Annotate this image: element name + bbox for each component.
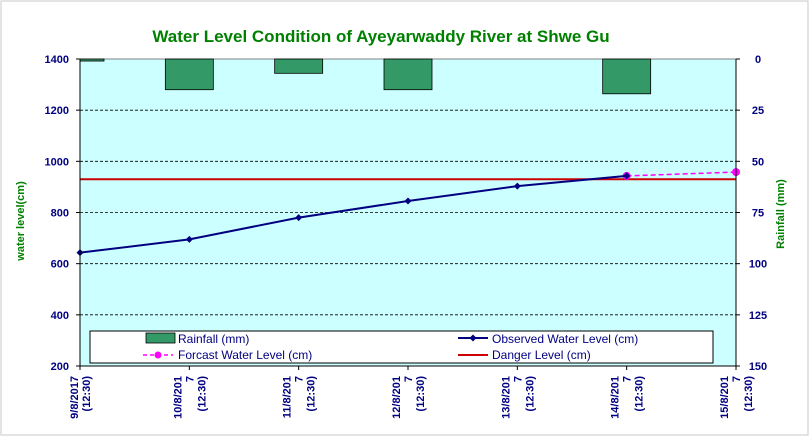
legend-danger-label: Danger Level (cm) xyxy=(492,348,591,362)
axes: 200 400 600 800 1000 1200 1400 0 25 50 75 100 125 150… xyxy=(45,54,768,419)
y2-tick-label: 75 xyxy=(752,208,764,220)
observed-point xyxy=(513,182,521,190)
x-tick-label: 12/8/201 xyxy=(391,376,403,419)
y-tick-label: 400 xyxy=(51,310,69,322)
y2-tick-label: 25 xyxy=(752,105,764,117)
x-tick-label: 7 xyxy=(184,376,196,382)
y-tick-label: 1400 xyxy=(45,54,69,66)
y2-tick-label: 125 xyxy=(749,310,767,322)
x-tick-label: (12:30) xyxy=(634,376,646,412)
observed-point xyxy=(185,235,193,243)
x-tick-label: (12:30) xyxy=(81,376,93,412)
x-tick-label: 10/8/201 xyxy=(172,376,184,419)
y-tick-label: 1200 xyxy=(45,105,69,117)
y-tick-label: 1000 xyxy=(45,156,69,168)
rainfall-bars xyxy=(79,58,652,95)
legend: Rainfall (mm) Observed Water Level (cm) … xyxy=(89,330,714,364)
x-tick-label: (12:30) xyxy=(415,376,427,412)
x-tick-label: 11/8/201 xyxy=(282,376,294,418)
x-tick-label: 14/8/201 xyxy=(610,376,622,419)
x-tick-label: (12:30) xyxy=(524,376,536,412)
y-axis-label: water level(cm) xyxy=(15,181,27,262)
gridlines xyxy=(80,109,736,316)
x-tick-label: 13/8/201 xyxy=(500,376,512,419)
y-tick-label: 600 xyxy=(51,259,69,271)
y2-tick-label: 150 xyxy=(749,361,767,373)
observed-point xyxy=(295,214,303,222)
legend-observed-label: Observed Water Level (cm) xyxy=(492,332,638,346)
x-tick-label: 15/8/201 xyxy=(719,376,731,419)
x-tick-label: 7 xyxy=(403,376,415,382)
legend-observed-marker xyxy=(469,334,477,342)
chart-title: Water Level Condition of Ayeyarwaddy Riv… xyxy=(152,27,609,46)
observed-line xyxy=(79,174,627,254)
x-tick-label: 7 xyxy=(512,376,524,382)
y-tick-label: 200 xyxy=(51,361,69,373)
y2-tick-label: 100 xyxy=(749,259,767,271)
y2-tick-label: 50 xyxy=(752,156,764,168)
x-tick-label: (12:30) xyxy=(196,376,208,412)
x-tick-label-group: 14/8/201 7 (12:30) xyxy=(610,376,646,419)
y-tick-label: 800 xyxy=(51,208,69,220)
rainfall-bar xyxy=(79,58,105,62)
rainfall-bar xyxy=(602,58,652,95)
x-tick-label-group: 15/8/201 7 (12:30) xyxy=(719,376,755,419)
x-tick-label: (12:30) xyxy=(306,376,318,412)
x-tick-label: 7 xyxy=(622,376,634,382)
x-tick-label: 9/8/2017 xyxy=(69,376,81,419)
x-tick-label-group: 12/8/201 7 (12:30) xyxy=(391,376,427,419)
y2-tick-label: 0 xyxy=(755,54,761,66)
rainfall-bar xyxy=(383,58,433,91)
x-tick-label: (12:30) xyxy=(743,376,755,412)
forecast-line xyxy=(626,171,737,177)
x-tick-label-group: 13/8/201 7 (12:30) xyxy=(500,376,536,419)
y2-axis-label: Rainfall (mm) xyxy=(775,179,787,249)
x-tick-label-group: 9/8/2017 (12:30) xyxy=(69,376,93,419)
legend-forecast-label: Forcast Water Level (cm) xyxy=(178,348,312,362)
rainfall-bar xyxy=(164,58,214,91)
x-tick-label-group: 10/8/201 7 (12:30) xyxy=(172,376,208,419)
water-level-lines xyxy=(76,168,740,257)
legend-rainfall-label: Rainfall (mm) xyxy=(178,332,249,346)
legend-box xyxy=(89,330,714,364)
rainfall-bar xyxy=(274,58,324,74)
legend-rainfall-swatch xyxy=(145,332,176,344)
legend-forecast-marker xyxy=(154,351,162,359)
x-tick-label: 7 xyxy=(731,376,743,382)
x-tick-label: 7 xyxy=(294,376,306,382)
observed-point xyxy=(404,197,412,205)
x-tick-label-group: 11/8/201 7 (12:30) xyxy=(282,376,318,419)
observed-point xyxy=(623,172,631,180)
